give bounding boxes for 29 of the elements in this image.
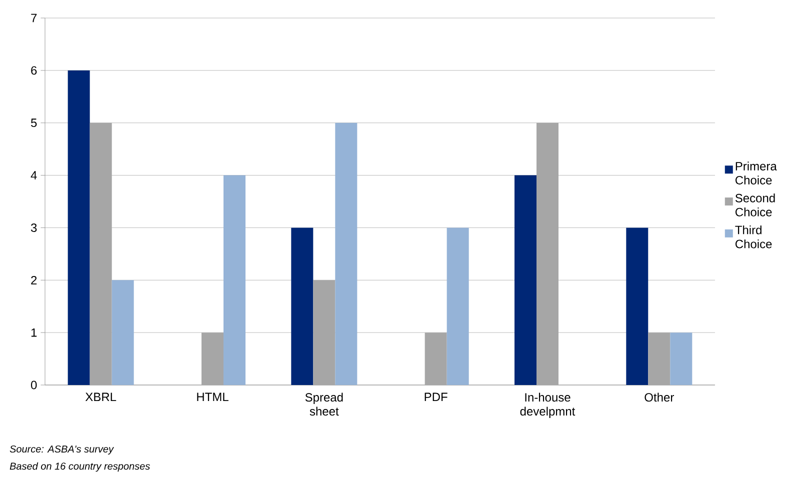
y-tick-label: 3 bbox=[30, 223, 37, 232]
y-tick-label: 2 bbox=[31, 276, 37, 284]
y-tick-label: 0 bbox=[31, 380, 37, 390]
y-tick-label: 1 bbox=[31, 328, 37, 337]
x-tick-label: XBRL bbox=[85, 392, 116, 402]
bar bbox=[514, 175, 536, 385]
bar bbox=[224, 175, 246, 385]
y-tick-label: 7 bbox=[31, 14, 37, 22]
x-tick-label: HTML bbox=[197, 392, 228, 402]
bar bbox=[291, 228, 314, 385]
legend-label: Primera Choice bbox=[736, 162, 777, 184]
legend-label: Second Choice bbox=[735, 194, 775, 216]
y-tick-label: 5 bbox=[31, 118, 37, 128]
bar bbox=[335, 122, 358, 385]
x-tick-label: Other bbox=[644, 392, 674, 402]
bar bbox=[68, 70, 90, 385]
x-tick-label: Spread sheet bbox=[305, 392, 343, 416]
x-tick-label: In-house develpmnt bbox=[520, 392, 576, 418]
y-tick-label: 6 bbox=[31, 66, 37, 75]
bar bbox=[446, 228, 469, 385]
bar bbox=[112, 280, 134, 385]
x-tick-label: PDF bbox=[424, 392, 448, 402]
source-note: Source: ASBA's survey bbox=[10, 445, 114, 455]
bar bbox=[313, 280, 336, 385]
text: Based on 16 country responses bbox=[10, 462, 150, 472]
bar bbox=[626, 228, 648, 385]
legend-label: Third Choice bbox=[735, 225, 772, 248]
bar bbox=[670, 332, 692, 385]
y-tick-label: 4 bbox=[30, 171, 37, 180]
